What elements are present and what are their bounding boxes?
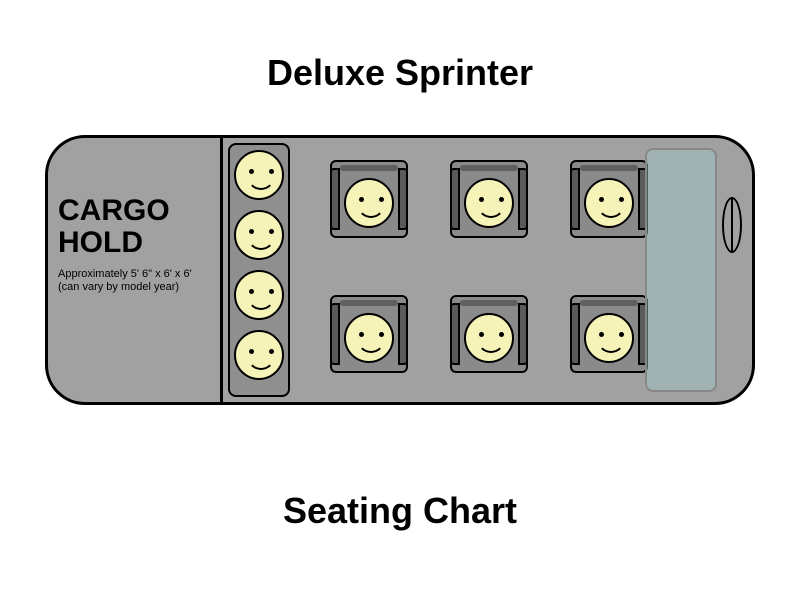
cargo-hold-title: CARGO HOLD <box>58 195 170 258</box>
title-top: Deluxe Sprinter <box>0 52 800 94</box>
title-bottom: Seating Chart <box>0 490 800 532</box>
cargo-sub-line2: (can vary by model year) <box>58 281 179 293</box>
passenger-face-icon <box>344 178 394 228</box>
passenger-face-icon <box>584 313 634 363</box>
passenger-face-icon <box>464 313 514 363</box>
passenger-face-icon <box>234 210 284 260</box>
cargo-sub-line1: Approximately 5' 6" x 6' x 6' <box>58 268 192 280</box>
passenger-face-icon <box>234 150 284 200</box>
passenger-face-icon <box>234 330 284 380</box>
passenger-face-icon <box>344 313 394 363</box>
cargo-title-line1: CARGO <box>58 194 170 227</box>
front-door-overlay <box>645 148 717 392</box>
cargo-hold-subtitle: Approximately 5' 6" x 6' x 6' (can vary … <box>58 268 192 294</box>
steering-wheel-bar <box>731 197 733 253</box>
cargo-divider <box>220 135 223 405</box>
passenger-face-icon <box>464 178 514 228</box>
passenger-face-icon <box>584 178 634 228</box>
passenger-face-icon <box>234 270 284 320</box>
cargo-title-line2: HOLD <box>58 226 143 259</box>
